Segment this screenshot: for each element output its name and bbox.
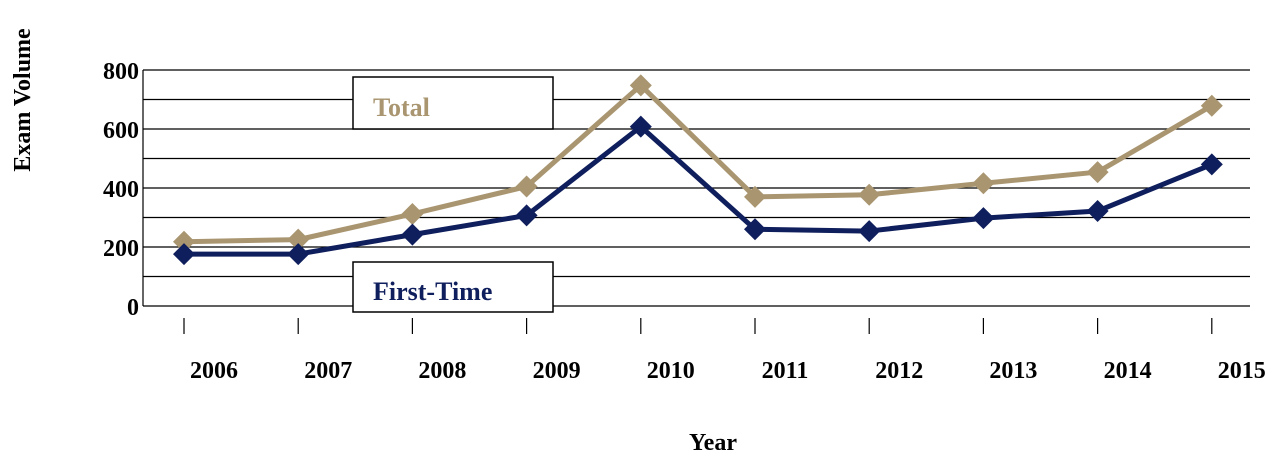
point-first-time-2009: [515, 204, 538, 227]
x-tick-label-2009: 2009: [533, 358, 581, 384]
point-total-2013: [972, 172, 995, 195]
point-first-time-2006: [173, 243, 195, 266]
legend-total: Total: [352, 76, 554, 130]
x-tick-label-2008: 2008: [418, 358, 466, 384]
legend-total-label: Total: [373, 93, 430, 122]
point-first-time-2014: [1086, 200, 1109, 223]
legend-first-time-label: First-Time: [373, 277, 492, 306]
point-total-2008: [401, 202, 424, 225]
y-tick-label-400: 400: [103, 177, 139, 203]
point-total-2009: [515, 175, 538, 198]
point-first-time-2011: [744, 218, 766, 241]
y-tick-label-200: 200: [103, 236, 139, 262]
point-first-time-2010: [629, 115, 652, 138]
point-total-2015: [1200, 94, 1223, 117]
y-tick-labels: 0 200 400 600 800: [103, 59, 139, 321]
legend-total-box: [352, 76, 554, 130]
axes: [142, 70, 1250, 334]
series-first-time: [173, 115, 1223, 266]
x-tick-label-2011: 2011: [762, 358, 809, 384]
point-first-time-2012: [858, 220, 881, 243]
x-axis-title: Year: [689, 430, 737, 456]
series-line-first-time: [184, 124, 1213, 257]
point-total-2012: [858, 183, 881, 206]
point-total-2010: [629, 74, 652, 97]
series-total: [173, 74, 1223, 253]
point-first-time-2007: [287, 243, 310, 266]
point-total-2011: [744, 185, 766, 208]
point-first-time-2008: [401, 223, 424, 246]
point-total-2006: [173, 230, 195, 253]
legend-first-time-box: [352, 261, 554, 313]
x-tick-label-2006: 2006: [190, 358, 238, 384]
x-tick-labels: 2006 2007 2008 2009 2010 2011 2012 2013 2014 2015: [190, 358, 1266, 384]
point-first-time-2015: [1200, 153, 1223, 176]
y-tick-label-0: 0: [127, 295, 139, 321]
legend-first-time: First-Time: [352, 261, 554, 313]
x-tick-label-2015: 2015: [1218, 358, 1266, 384]
x-tick-label-2010: 2010: [647, 358, 695, 384]
y-tick-label-600: 600: [103, 118, 139, 144]
series-layer: [173, 74, 1223, 266]
x-tick-label-2014: 2014: [1104, 358, 1152, 384]
point-total-2007: [287, 228, 310, 251]
y-axis-title: Exam Volume: [10, 28, 36, 172]
y-tick-label-800: 800: [103, 59, 139, 85]
x-tick-label-2013: 2013: [989, 358, 1037, 384]
point-first-time-2013: [972, 207, 995, 230]
x-tick-label-2012: 2012: [875, 358, 923, 384]
point-total-2014: [1086, 161, 1109, 184]
series-line-total: [183, 82, 1214, 245]
x-tick-label-2007: 2007: [304, 358, 352, 384]
